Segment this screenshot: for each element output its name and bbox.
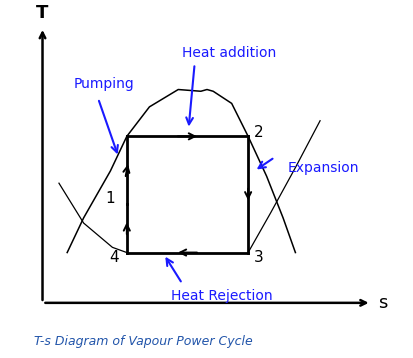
- Text: 4: 4: [109, 250, 118, 265]
- Text: 1: 1: [104, 191, 114, 206]
- Text: s: s: [377, 294, 386, 312]
- Text: T: T: [36, 4, 49, 22]
- Text: T-s Diagram of Vapour Power Cycle: T-s Diagram of Vapour Power Cycle: [34, 334, 252, 348]
- Text: 2: 2: [254, 125, 263, 140]
- Text: Heat addition: Heat addition: [182, 46, 276, 60]
- Text: 3: 3: [254, 250, 263, 265]
- Text: Expansion: Expansion: [287, 161, 358, 175]
- Text: Heat Rejection: Heat Rejection: [170, 289, 272, 303]
- Text: Pumping: Pumping: [73, 77, 134, 91]
